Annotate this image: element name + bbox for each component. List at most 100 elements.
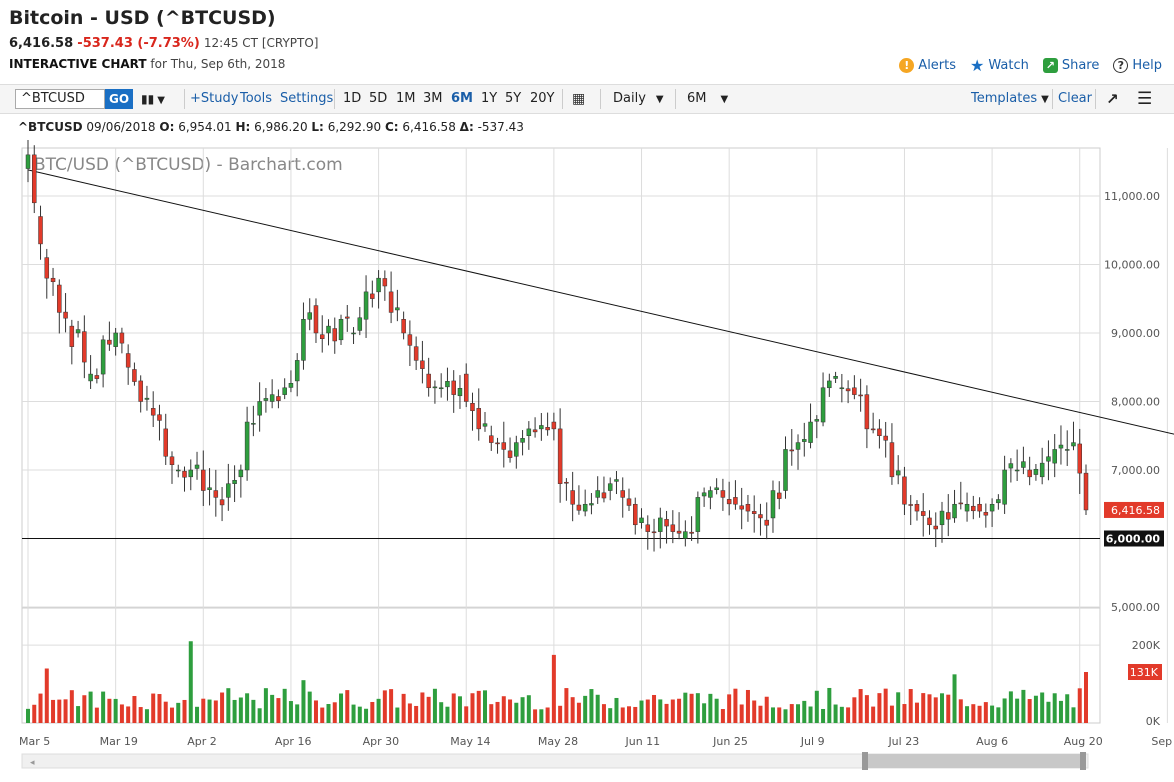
candle-body xyxy=(432,386,438,389)
volume-bar xyxy=(414,705,419,723)
volume-bar xyxy=(63,699,68,723)
templates-button[interactable]: Templates ▼ xyxy=(971,85,1049,113)
symbol-input[interactable] xyxy=(15,89,105,109)
date-tick-label: Apr 2 xyxy=(187,735,217,748)
volume-bar xyxy=(457,696,462,723)
candle-body xyxy=(226,483,231,498)
price-chart[interactable]: BTC/USD (^BTCUSD) - Barchart.com 5,000.0… xyxy=(0,140,1174,782)
range-5d[interactable]: 5D xyxy=(369,91,388,106)
volume-bar xyxy=(514,702,519,723)
candle-body xyxy=(138,380,143,402)
candle-body xyxy=(845,388,851,392)
volume-bar xyxy=(1052,693,1057,723)
range-1m[interactable]: 1M xyxy=(396,91,416,106)
volume-bar xyxy=(107,698,112,723)
candle-body xyxy=(576,504,582,511)
volume-bar xyxy=(971,704,976,723)
volume-bar xyxy=(877,693,882,723)
candle-body xyxy=(1008,463,1014,469)
chart-date-label: for Thu, Sep 6th, 2018 xyxy=(150,57,286,71)
candle-body xyxy=(319,334,325,339)
volume-bar xyxy=(332,702,337,723)
range-1y[interactable]: 1Y xyxy=(481,91,498,106)
volume-bar xyxy=(551,654,556,723)
help-link[interactable]: ? Help xyxy=(1113,58,1162,73)
watch-link[interactable]: ★ Watch xyxy=(970,56,1029,75)
volume-bar xyxy=(658,699,663,723)
period-select[interactable]: 6M ▼ xyxy=(687,85,728,113)
volume-bar xyxy=(677,698,682,723)
volume-bar xyxy=(896,692,901,723)
candle-body xyxy=(307,312,312,320)
volume-bar xyxy=(827,687,832,723)
top-links: ! Alerts ★ Watch ↗ Share ? Help xyxy=(899,56,1162,75)
last-price-label: 6,416.58 xyxy=(1111,504,1160,517)
candle-body xyxy=(1077,443,1082,474)
settings-button[interactable]: Settings xyxy=(280,91,334,106)
interval-select[interactable]: Daily ▼ xyxy=(613,85,664,113)
volume-bar xyxy=(745,689,750,723)
candle-body xyxy=(407,334,413,346)
range-20y[interactable]: 20Y xyxy=(530,91,555,106)
candle-body xyxy=(32,154,37,204)
calendar-icon[interactable]: ▦ xyxy=(572,91,586,107)
expand-icon[interactable]: ↗ xyxy=(1106,90,1119,108)
help-label: Help xyxy=(1132,58,1162,73)
scroll-left-icon[interactable]: ◂ xyxy=(30,758,35,768)
volume-bar xyxy=(883,688,888,723)
candle-body xyxy=(1052,449,1057,464)
volume-bar xyxy=(57,699,62,723)
candle-body xyxy=(338,319,344,341)
candle-body xyxy=(927,517,932,526)
range-5y[interactable]: 5Y xyxy=(505,91,522,106)
info-symbol: ^BTCUSD xyxy=(18,120,83,134)
volume-bar xyxy=(351,704,356,723)
tools-button[interactable]: Tools xyxy=(240,91,273,106)
volume-bar xyxy=(508,699,513,723)
candle-body xyxy=(514,442,519,457)
candle-body xyxy=(920,511,926,516)
clear-button[interactable]: Clear xyxy=(1058,91,1092,106)
volume-bar xyxy=(689,693,694,723)
interval-value: Daily xyxy=(613,91,646,106)
toolbar-divider xyxy=(675,89,676,109)
volume-bar xyxy=(1046,701,1051,723)
go-button[interactable]: GO xyxy=(105,89,133,109)
candle-body xyxy=(1058,444,1064,449)
volume-bar xyxy=(752,700,757,723)
range-3m[interactable]: 3M xyxy=(423,91,443,106)
volume-bar xyxy=(51,699,56,723)
scrollbar-left-handle[interactable] xyxy=(862,752,868,770)
chart-scrollbar-thumb[interactable] xyxy=(866,754,1084,768)
volume-bar xyxy=(764,696,769,723)
candle-body xyxy=(708,490,713,498)
volume-bar xyxy=(664,703,669,723)
volume-bar xyxy=(990,705,995,723)
candle-body xyxy=(939,510,945,526)
menu-icon[interactable]: ☰ xyxy=(1137,89,1153,109)
volume-tick-label: 0K xyxy=(1146,715,1161,728)
info-close: 6,416.58 xyxy=(402,120,456,134)
volume-bar xyxy=(1002,698,1007,723)
chart-type-button[interactable]: ▮▮ ▼ xyxy=(141,85,165,113)
info-close-label: C: xyxy=(384,120,399,134)
range-6m[interactable]: 6M xyxy=(451,91,473,106)
share-link[interactable]: ↗ Share xyxy=(1042,58,1099,73)
range-1d[interactable]: 1D xyxy=(343,91,362,106)
scrollbar-right-handle[interactable] xyxy=(1080,752,1086,770)
info-high: 6,986.20 xyxy=(254,120,308,134)
volume-bar xyxy=(1071,707,1076,723)
study-button[interactable]: +Study xyxy=(190,91,239,106)
chart-scrollbar-track[interactable] xyxy=(21,753,1089,769)
date-tick-label: Jun 25 xyxy=(712,735,748,748)
support-line-tag xyxy=(1104,530,1164,547)
price-tick-label: 7,000.00 xyxy=(1111,464,1160,477)
volume-bar xyxy=(501,696,506,723)
volume-bar xyxy=(401,693,406,723)
candle-body xyxy=(827,380,832,389)
volume-bar xyxy=(270,694,275,723)
alerts-link[interactable]: ! Alerts xyxy=(899,58,956,73)
volume-bar xyxy=(589,689,594,723)
volume-bar xyxy=(871,706,876,723)
volume-bar xyxy=(695,693,700,723)
